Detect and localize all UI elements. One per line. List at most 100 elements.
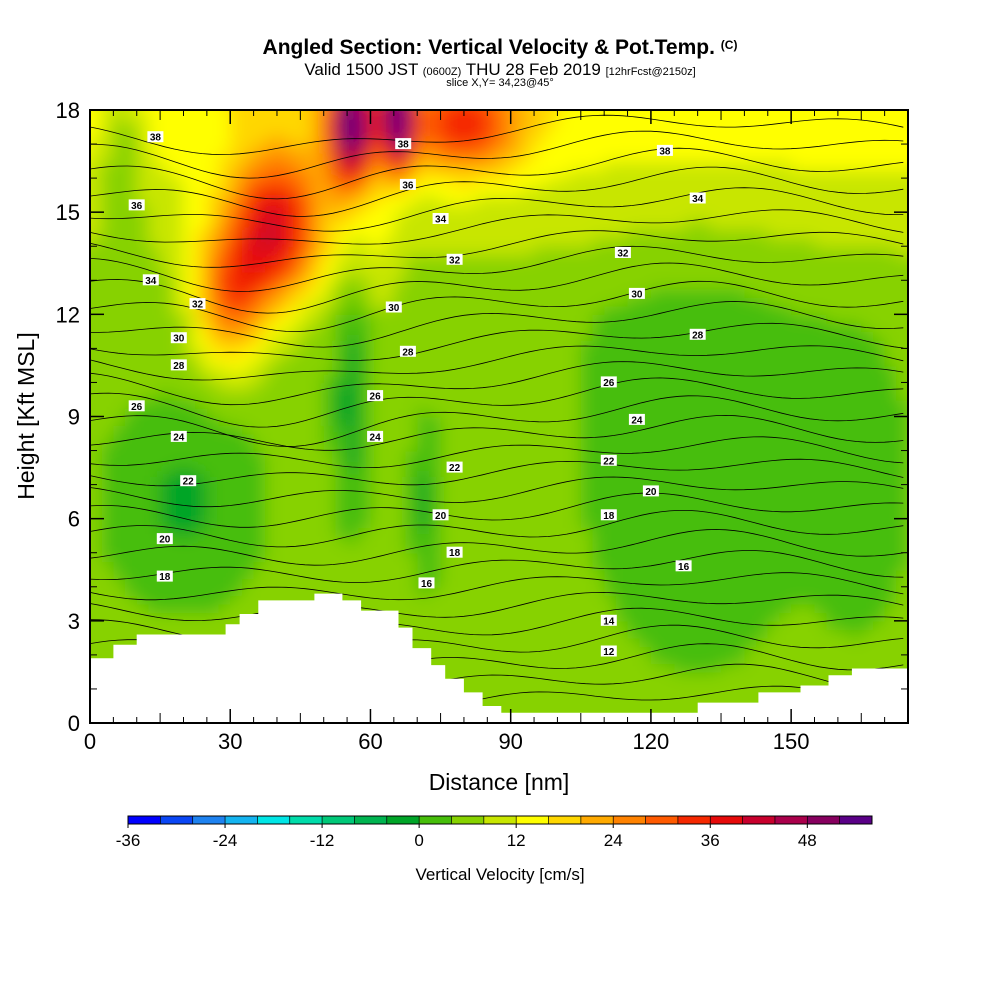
field-cell <box>265 280 278 290</box>
field-cell <box>160 229 173 239</box>
field-cell <box>615 680 629 690</box>
field-cell <box>358 237 372 247</box>
field-cell <box>557 339 570 350</box>
field-cell <box>125 467 138 477</box>
field-cell <box>241 271 255 282</box>
field-cell <box>767 646 781 656</box>
field-cell <box>592 595 605 605</box>
field-cell <box>627 195 640 205</box>
field-cell <box>674 595 687 605</box>
field-cell <box>580 382 594 392</box>
field-cell <box>580 271 594 282</box>
field-cell <box>101 603 115 614</box>
field-cell <box>580 408 594 418</box>
field-cell <box>452 237 465 247</box>
field-cell <box>709 569 722 580</box>
field-cell <box>347 561 360 571</box>
field-cell <box>592 408 605 418</box>
field-cell <box>441 85 454 94</box>
field-cell <box>382 459 395 469</box>
field-cell <box>744 161 757 171</box>
field-cell <box>101 595 115 605</box>
field-cell <box>67 255 80 264</box>
field-cell <box>487 178 500 188</box>
field-cell <box>592 586 605 597</box>
field-cell <box>452 578 465 588</box>
field-cell <box>265 442 278 452</box>
field-cell <box>487 229 500 239</box>
field-cell <box>569 288 582 299</box>
field-cell <box>90 646 91 656</box>
field-cell <box>756 663 769 673</box>
field-cell <box>440 135 454 145</box>
field-cell <box>277 220 290 230</box>
field-cell <box>499 476 512 486</box>
field-cell <box>674 629 687 639</box>
field-cell <box>557 561 570 571</box>
field-cell <box>218 203 231 213</box>
field-cell <box>277 356 290 367</box>
field-cell <box>370 322 383 333</box>
field-cell <box>101 203 115 213</box>
field-cell <box>580 671 594 682</box>
field-cell <box>440 118 454 128</box>
field-cell <box>569 331 582 341</box>
field-cell <box>510 552 524 562</box>
field-cell <box>417 186 430 196</box>
field-cell <box>487 305 500 316</box>
field-cell <box>253 408 267 418</box>
field-cell <box>662 399 676 409</box>
field-cell <box>779 178 792 188</box>
field-cell <box>428 365 442 375</box>
field-cell <box>463 459 477 469</box>
field-cell <box>580 280 594 290</box>
field-cell <box>767 322 781 333</box>
field-cell <box>475 297 489 307</box>
field-cell <box>90 152 103 162</box>
field-cell <box>522 237 535 247</box>
field-cell <box>253 237 267 247</box>
field-cell <box>90 322 103 333</box>
field-cell <box>405 527 418 537</box>
field-cell <box>686 399 699 409</box>
field-cell <box>90 408 91 418</box>
field-cell <box>522 578 535 588</box>
field-cell <box>312 442 325 452</box>
field-cell <box>160 76 173 85</box>
field-cell <box>440 518 454 528</box>
field-cell <box>160 493 173 503</box>
field-cell <box>90 595 103 605</box>
field-cell <box>779 484 792 494</box>
field-cell <box>522 476 535 486</box>
field-cell <box>183 578 196 588</box>
field-cell <box>358 288 372 299</box>
field-cell <box>615 544 629 554</box>
field-cell <box>581 85 594 94</box>
field-cell <box>90 314 103 324</box>
field-cell <box>160 416 173 426</box>
field-cell <box>125 501 138 511</box>
field-cell <box>183 186 196 196</box>
field-cell <box>206 382 220 392</box>
field-cell <box>171 127 185 137</box>
field-cell <box>440 186 454 196</box>
field-cell <box>452 203 465 213</box>
field-cell <box>686 93 699 102</box>
field-cell <box>580 339 594 350</box>
field-cell <box>429 85 442 94</box>
field-cell <box>662 450 676 460</box>
field-cell <box>616 732 629 741</box>
field-cell <box>347 501 360 511</box>
field-cell <box>604 535 617 545</box>
field-cell <box>230 297 243 307</box>
field-cell <box>171 382 185 392</box>
field-cell <box>463 297 477 307</box>
field-cell <box>580 169 594 179</box>
field-cell <box>499 365 512 375</box>
field-cell <box>417 510 430 520</box>
field-cell <box>241 484 255 494</box>
field-cell <box>417 629 430 639</box>
field-cell <box>171 561 185 571</box>
field-cell <box>405 356 418 367</box>
field-cell <box>650 280 664 290</box>
